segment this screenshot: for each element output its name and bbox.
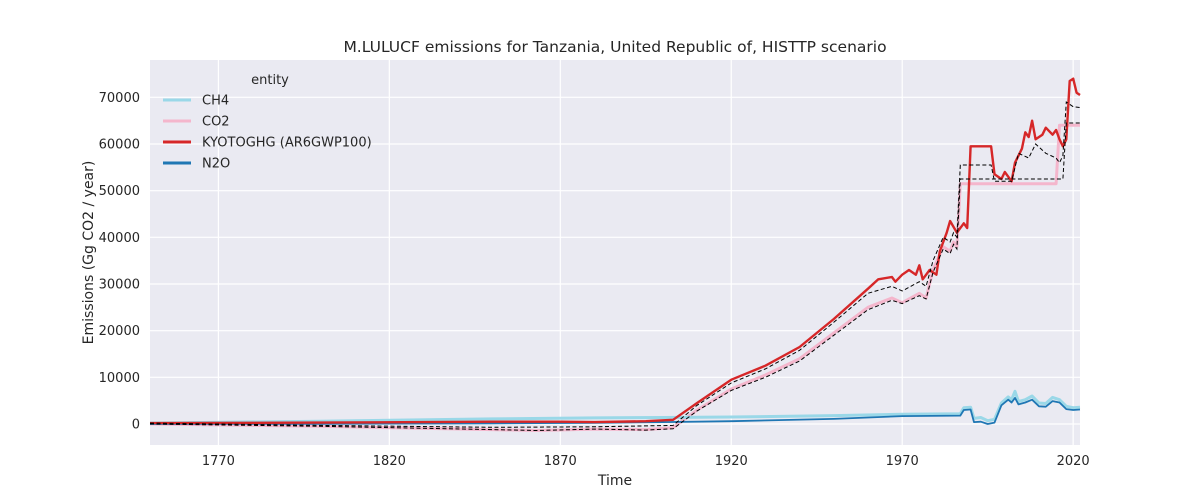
y-tick-label: 60000 <box>99 138 140 153</box>
y-tick-label: 70000 <box>99 91 140 106</box>
x-tick-label: 1920 <box>715 454 748 469</box>
x-tick-label: 1820 <box>373 454 406 469</box>
y-tick-label: 10000 <box>99 371 140 386</box>
legend-title: entity <box>251 73 289 88</box>
x-tick-label: 2020 <box>1057 454 1090 469</box>
envelope-line-1 <box>149 101 1081 428</box>
y-tick-label: 50000 <box>99 184 140 199</box>
x-tick-label: 1870 <box>544 454 577 469</box>
series-line-ch4 <box>149 389 1081 425</box>
x-tick-labels: 1770 1820 1870 1920 1970 2020 <box>202 454 1090 469</box>
envelope-line-2 <box>149 122 1080 432</box>
chart-title: M.LULUCF emissions for Tanzania, United … <box>343 38 886 56</box>
y-axis-title: Emissions (Gg CO2 / year) <box>81 161 97 345</box>
series-line-co2 <box>149 123 1080 432</box>
series-line-n2o <box>149 397 1081 425</box>
legend: entity CH4 CO2 KYOTOGHG (AR6GWP100) N2O <box>163 73 372 172</box>
legend-label: CH4 <box>202 94 229 109</box>
y-tick-label: 20000 <box>99 324 140 339</box>
series-lines <box>149 77 1081 432</box>
x-axis-title: Time <box>597 473 632 489</box>
legend-items: CH4 CO2 KYOTOGHG (AR6GWP100) N2O <box>163 94 372 172</box>
legend-label: KYOTOGHG (AR6GWP100) <box>202 136 372 151</box>
legend-label: CO2 <box>202 115 230 130</box>
y-tick-label: 40000 <box>99 231 140 246</box>
y-tick-label: 30000 <box>99 278 140 293</box>
y-tick-label: 0 <box>132 418 140 433</box>
grid <box>150 60 1080 445</box>
series-line-kyotoghg-ar6gwp100 <box>149 77 1081 425</box>
x-tick-label: 1770 <box>202 454 235 469</box>
x-tick-label: 1970 <box>886 454 919 469</box>
y-tick-labels: 0 10000 20000 30000 40000 50000 60000 70000 <box>99 91 140 433</box>
legend-label: N2O <box>202 157 230 172</box>
plot-background <box>150 60 1080 445</box>
